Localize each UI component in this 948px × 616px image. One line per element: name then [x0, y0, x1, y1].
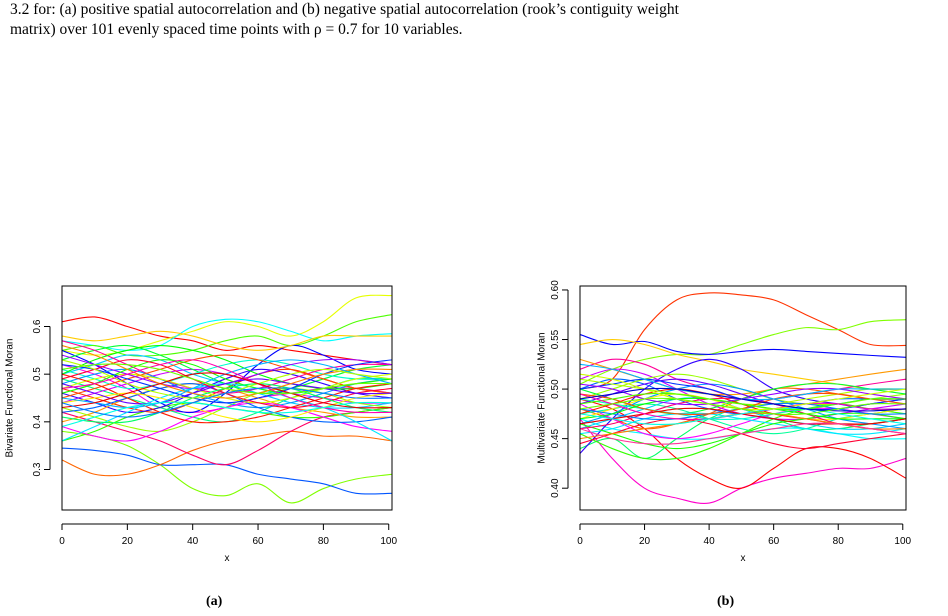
series-line-a-11: [62, 406, 392, 466]
panel-a: 0 20 40 60 80 100 0.3 0.4 0.5 0.6 Bivariate Functi…: [0, 270, 474, 595]
y-tick-label-a-0: 0.3: [32, 462, 43, 476]
series-line-a-20: [62, 359, 392, 390]
series-line-b-41: [580, 407, 906, 425]
series-line-a-43: [62, 372, 392, 409]
series-line-b-44: [580, 422, 906, 445]
series-line-a-42: [62, 401, 392, 428]
subfigure-label-b: (b): [717, 594, 735, 609]
x-tick-label-a-0: 0: [59, 536, 65, 547]
y-tick-label-a-2: 0.5: [32, 367, 43, 381]
y-tick-label-b-0: 0.40: [550, 478, 561, 498]
xlabel-a: x: [225, 553, 230, 564]
series-line-a-37: [62, 378, 392, 405]
series-line-a-13: [62, 354, 392, 409]
series-line-a-3: [62, 430, 392, 504]
series-line-a-38: [62, 345, 392, 399]
y-tick-label-b-4: 0.60: [550, 280, 561, 300]
series-line-a-26: [62, 354, 392, 399]
x-tick-label-b-40: 40: [704, 536, 716, 547]
panel-b: 0 20 40 60 80 100 0.40 0.45 0.50 0.55 0.60 Multivar…: [474, 270, 948, 595]
series-line-a-41: [62, 359, 392, 414]
y-tick-label-b-2: 0.50: [550, 379, 561, 399]
series-line-a-4: [62, 447, 392, 495]
series-line-a-12: [62, 330, 392, 351]
series-line-b-4: [580, 334, 906, 358]
series-line-a-6: [62, 318, 392, 351]
series-group-b: [580, 292, 906, 504]
series-line-a-1: [62, 316, 392, 366]
ylabel-a: Bivariate Functional Moran: [5, 339, 16, 458]
series-line-b-45: [580, 397, 906, 416]
x-tick-label-b-60: 60: [768, 536, 780, 547]
series-group-a: [62, 294, 392, 504]
x-tick-label-b-20: 20: [639, 536, 651, 547]
x-tick-label-a-80: 80: [318, 536, 330, 547]
x-tick-label-a-60: 60: [252, 536, 264, 547]
series-line-b-1: [580, 292, 906, 390]
plot-frame-a: [61, 285, 393, 511]
figure-caption: 3.2 for: (a) positive spatial autocorrel…: [10, 0, 940, 40]
series-line-a-44: [62, 363, 392, 395]
series-line-b-39: [580, 392, 906, 411]
y-tick-label-b-1: 0.45: [550, 428, 561, 448]
series-line-a-5: [62, 430, 392, 477]
y-tick-label-b-3: 0.55: [550, 329, 561, 349]
y-tick-label-a-1: 0.4: [32, 414, 43, 428]
series-line-b-6: [580, 338, 906, 390]
series-line-b-20: [580, 383, 906, 430]
x-tick-label-b-100: 100: [894, 536, 911, 547]
ylabel-b: Multivariate Functional Moran: [537, 332, 548, 463]
caption-line-2: matrix) over 101 evenly spaced time poin…: [10, 21, 463, 38]
x-tick-label-a-100: 100: [380, 536, 397, 547]
series-line-b-43: [580, 387, 906, 412]
x-tick-label-b-0: 0: [577, 536, 583, 547]
xlabel-b: x: [741, 553, 746, 564]
subfigure-label-a: (a): [206, 594, 223, 609]
caption-line-1: 3.2 for: (a) positive spatial autocorrel…: [10, 1, 679, 18]
x-tick-label-b-80: 80: [833, 536, 845, 547]
chart-b: 0 20 40 60 80 100 0.40 0.45 0.50 0.55 0.60 Multivar…: [537, 280, 912, 564]
series-line-b-18: [580, 403, 906, 435]
y-tick-label-a-3: 0.6: [32, 319, 43, 333]
series-line-a-33: [62, 359, 392, 404]
plot-frame-b: [579, 285, 907, 511]
x-tick-label-a-40: 40: [187, 536, 199, 547]
x-tick-label-a-20: 20: [122, 536, 134, 547]
chart-a: 0 20 40 60 80 100 0.3 0.4 0.5 0.6 Bivariate Functi…: [5, 285, 398, 564]
series-line-a-45: [62, 387, 392, 418]
series-line-a-25: [62, 345, 392, 390]
